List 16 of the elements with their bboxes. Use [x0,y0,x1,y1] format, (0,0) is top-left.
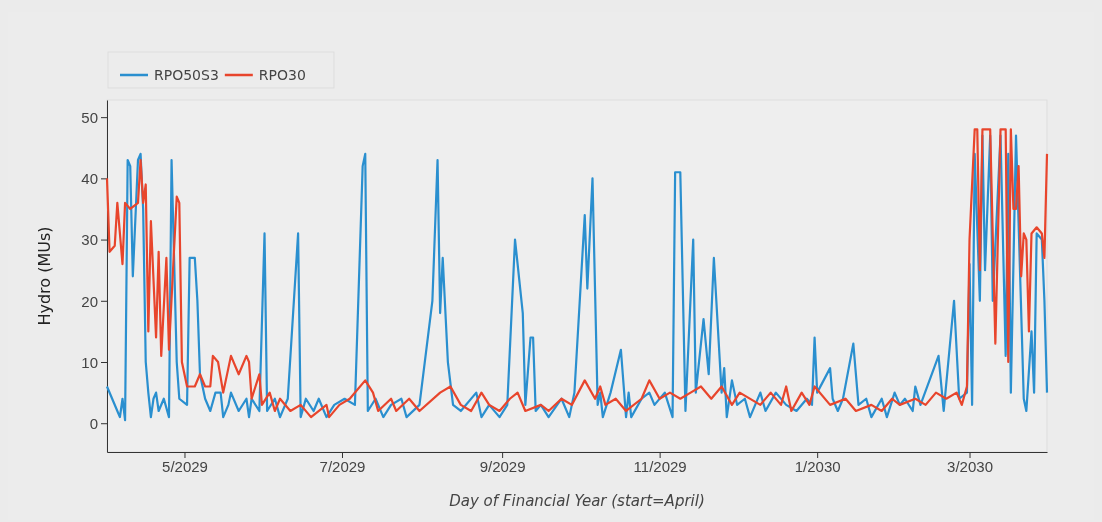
x-tick-label: 1/2030 [794,457,841,475]
x-tick-label: 7/2029 [319,457,366,475]
x-tick-label: 9/2029 [479,457,526,475]
legend-label: RPO50S3 [154,67,219,83]
x-axis-title: Day of Financial Year (start=April) [449,492,705,510]
y-tick-label: 10 [81,353,98,371]
legend-label: RPO30 [258,67,306,83]
y-tick-label: 30 [81,231,98,249]
x-tick-label: 5/2029 [162,457,208,475]
x-tick-label: 11/2029 [633,457,687,475]
x-tick-label: 3/2030 [947,457,993,475]
y-tick-label: 40 [81,170,98,188]
y-tick-label: 50 [81,108,98,126]
y-tick-label: 0 [89,414,98,432]
y-axis-title: Hydro (MUs) [35,226,54,326]
y-tick-label: 20 [81,292,98,310]
